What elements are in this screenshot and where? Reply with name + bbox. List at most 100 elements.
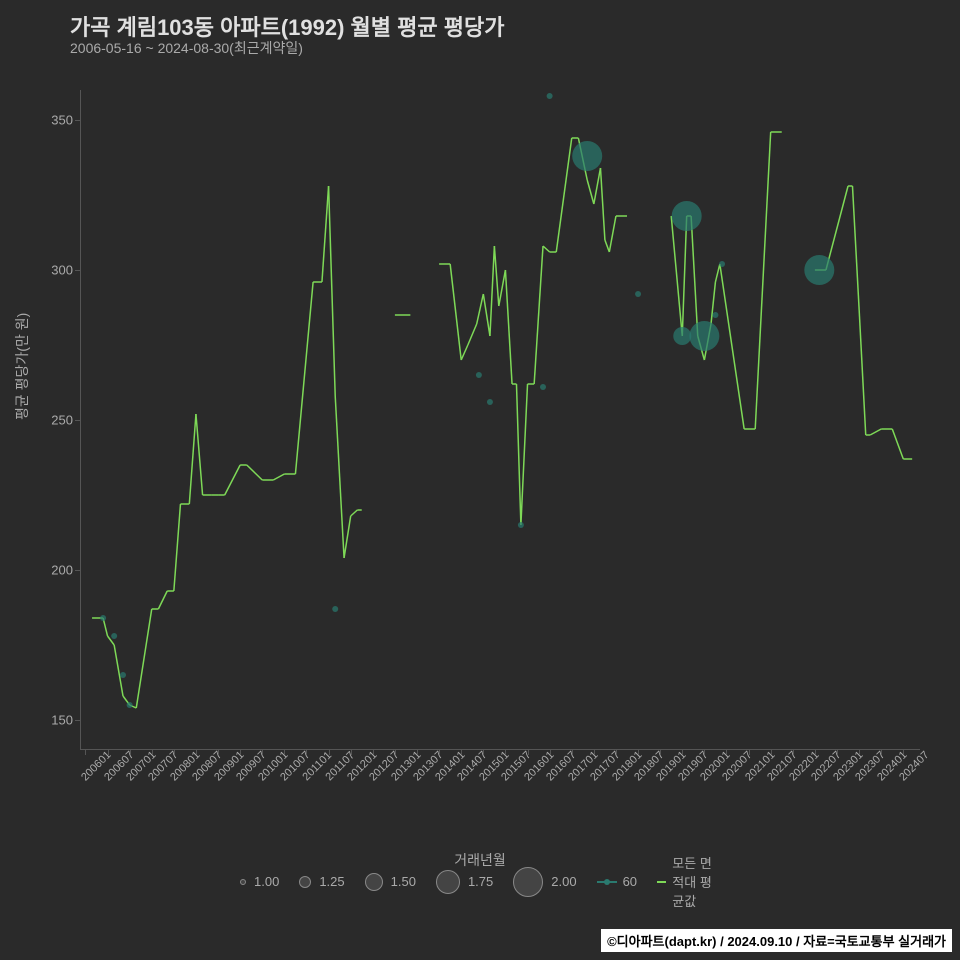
line-segment bbox=[543, 246, 550, 252]
x-tick-mark bbox=[461, 749, 462, 755]
line-segment bbox=[852, 186, 859, 309]
x-tick-mark bbox=[218, 749, 219, 755]
legend-series-label: 60 bbox=[623, 874, 637, 889]
line-segment bbox=[594, 168, 601, 204]
y-tick-label: 250 bbox=[51, 413, 81, 428]
x-tick-mark bbox=[329, 749, 330, 755]
line-segment bbox=[344, 516, 351, 558]
scatter-point bbox=[518, 522, 524, 528]
line-segment bbox=[461, 345, 468, 360]
line-segment bbox=[499, 270, 506, 306]
line-segment bbox=[505, 270, 512, 384]
x-tick-mark bbox=[439, 749, 440, 755]
scatter-point bbox=[804, 255, 834, 285]
line-segment bbox=[715, 264, 719, 282]
x-tick-mark bbox=[704, 749, 705, 755]
scatter-point bbox=[332, 606, 338, 612]
y-tick-label: 300 bbox=[51, 263, 81, 278]
scatter-point bbox=[120, 672, 126, 678]
legend-size-label: 1.50 bbox=[391, 874, 416, 889]
legend-swatch-dot bbox=[604, 879, 610, 885]
line-segment bbox=[556, 138, 571, 252]
legend: 1.00 1.25 1.50 1.75 2.00 60 모든 면적대 평균값 bbox=[240, 853, 720, 910]
scatter-point bbox=[476, 372, 482, 378]
legend-series-item: 모든 면적대 평균값 bbox=[657, 853, 720, 910]
legend-series-label: 모든 면적대 평균값 bbox=[672, 853, 720, 910]
line-segment bbox=[682, 216, 686, 336]
x-tick-mark bbox=[505, 749, 506, 755]
scatter-point bbox=[673, 327, 691, 345]
line-segment bbox=[534, 246, 543, 384]
line-segment bbox=[755, 132, 770, 429]
line-segment bbox=[516, 384, 520, 525]
line-segment bbox=[335, 396, 344, 558]
x-tick-mark bbox=[417, 749, 418, 755]
legend-swatch bbox=[597, 881, 617, 883]
y-tick-label: 350 bbox=[51, 113, 81, 128]
x-tick-mark bbox=[771, 749, 772, 755]
line-segment bbox=[671, 216, 682, 336]
x-tick-mark bbox=[572, 749, 573, 755]
line-segment bbox=[483, 294, 490, 336]
x-tick-mark bbox=[85, 749, 86, 755]
x-tick-mark bbox=[284, 749, 285, 755]
legend-size-item: 1.50 bbox=[365, 873, 416, 891]
x-tick-mark bbox=[351, 749, 352, 755]
scatter-point bbox=[111, 633, 117, 639]
line-segment bbox=[892, 429, 903, 459]
line-segment bbox=[490, 246, 494, 336]
x-tick-mark bbox=[881, 749, 882, 755]
legend-size-label: 2.00 bbox=[551, 874, 576, 889]
legend-size-label: 1.75 bbox=[468, 874, 493, 889]
x-tick-mark bbox=[108, 749, 109, 755]
line-segment bbox=[859, 309, 866, 435]
x-tick-mark bbox=[196, 749, 197, 755]
x-tick-mark bbox=[859, 749, 860, 755]
line-segment bbox=[870, 429, 881, 435]
legend-size-circle bbox=[436, 870, 460, 894]
x-tick-mark bbox=[306, 749, 307, 755]
y-axis-label: 평균 평당가(만 원) bbox=[12, 313, 32, 420]
x-tick-mark bbox=[616, 749, 617, 755]
x-tick-mark bbox=[240, 749, 241, 755]
y-tick-label: 150 bbox=[51, 713, 81, 728]
line-segment bbox=[587, 180, 594, 204]
legend-size-circle bbox=[299, 876, 311, 888]
x-tick-mark bbox=[395, 749, 396, 755]
x-tick-mark bbox=[793, 749, 794, 755]
scatter-point bbox=[712, 312, 718, 318]
line-segment bbox=[273, 474, 284, 480]
x-tick-mark bbox=[262, 749, 263, 755]
line-segment bbox=[720, 264, 744, 429]
legend-size-item: 2.00 bbox=[513, 867, 576, 897]
x-tick-mark bbox=[682, 749, 683, 755]
x-tick-mark bbox=[726, 749, 727, 755]
line-segment bbox=[196, 414, 203, 495]
legend-size-item: 1.75 bbox=[436, 870, 493, 894]
scatter-point bbox=[127, 702, 133, 708]
line-segment bbox=[600, 168, 604, 240]
legend-size-item: 1.25 bbox=[299, 874, 344, 889]
x-tick-mark bbox=[815, 749, 816, 755]
plot-svg bbox=[81, 90, 920, 749]
x-tick-mark bbox=[749, 749, 750, 755]
line-segment bbox=[351, 510, 358, 516]
line-segment bbox=[609, 216, 616, 252]
line-segment bbox=[158, 591, 167, 609]
legend-size-circle bbox=[240, 879, 246, 885]
scatter-point bbox=[572, 141, 602, 171]
legend-series-item: 60 bbox=[597, 874, 637, 889]
legend-size-label: 1.25 bbox=[319, 874, 344, 889]
scatter-point bbox=[689, 321, 719, 351]
line-segment bbox=[826, 186, 848, 270]
line-segment bbox=[329, 186, 336, 396]
line-segment bbox=[521, 384, 528, 525]
legend-size-item: 1.00 bbox=[240, 874, 279, 889]
chart-container: 가곡 계림103동 아파트(1992) 월별 평균 평당가 2006-05-16… bbox=[0, 0, 960, 960]
x-tick-mark bbox=[837, 749, 838, 755]
line-segment bbox=[468, 324, 477, 345]
x-tick-mark bbox=[660, 749, 661, 755]
chart-subtitle: 2006-05-16 ~ 2024-08-30(최근계약일) bbox=[70, 38, 303, 58]
line-segment bbox=[225, 465, 240, 495]
scatter-point bbox=[719, 261, 725, 267]
